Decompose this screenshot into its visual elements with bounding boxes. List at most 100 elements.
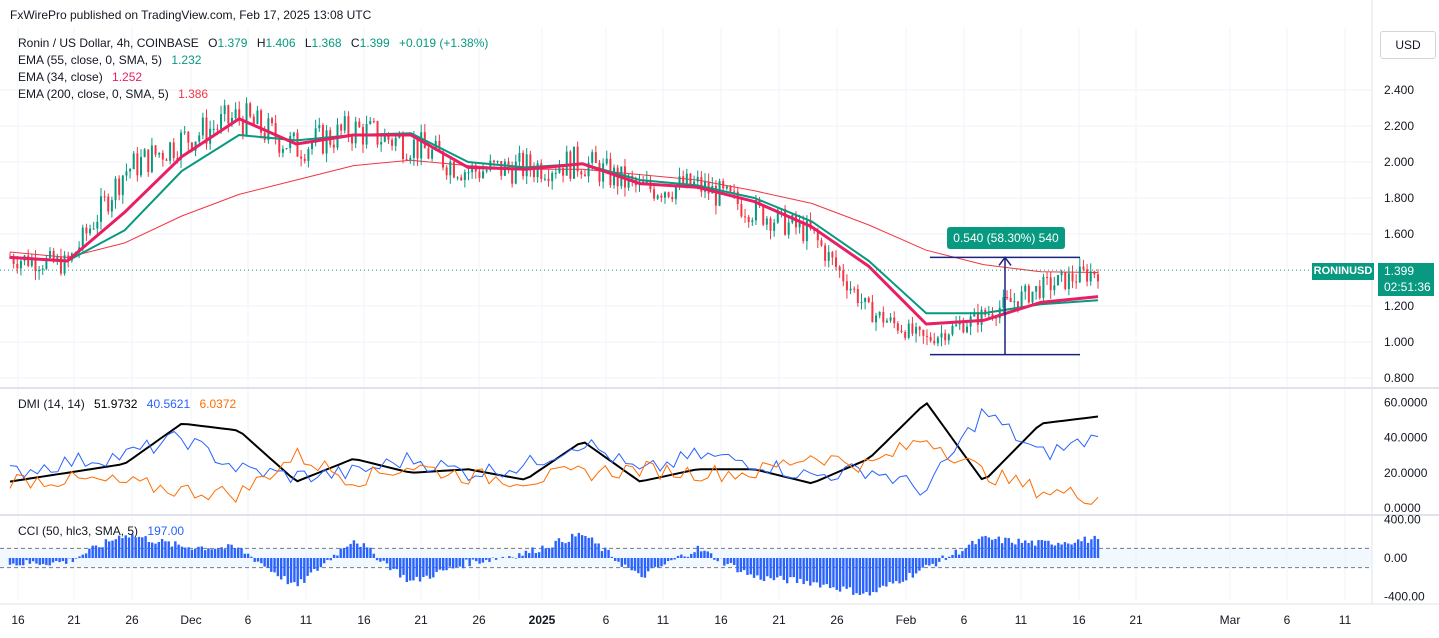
cci-bar: [243, 553, 246, 558]
cci-bar: [283, 558, 286, 577]
cci-bar: [713, 558, 716, 560]
cci-bar: [623, 558, 627, 565]
candle-body: [904, 332, 907, 338]
dmi-tick-label: 0.0000: [1384, 501, 1421, 515]
cci-bar: [561, 542, 564, 558]
cci-bar: [521, 555, 524, 558]
time-label: 26: [472, 613, 486, 627]
candle-body: [991, 313, 994, 318]
candle-body: [867, 297, 870, 303]
candle-body: [583, 174, 586, 177]
cci-bar: [223, 549, 227, 558]
dmi-scale-ticks: 60.0000 40.0000 20.0000 0.0000: [1384, 395, 1428, 515]
candle-body: [831, 252, 834, 258]
cci-bar: [650, 558, 653, 569]
cci-bar: [210, 549, 213, 558]
candle-body: [278, 139, 281, 153]
cci-bar: [554, 540, 557, 558]
cci-bar: [74, 558, 78, 559]
cci-bar: [336, 555, 339, 558]
candle-body: [281, 148, 284, 153]
time-label: 16: [357, 613, 371, 627]
cci-bar: [819, 558, 822, 588]
cci-bar: [967, 544, 971, 558]
time-label: 6: [1284, 613, 1291, 627]
dmi-plus-line: [9, 407, 1099, 496]
candle-body: [514, 161, 517, 184]
candle-body: [835, 257, 838, 267]
cci-bar: [686, 556, 690, 558]
cci-bar: [924, 558, 928, 565]
cci-bar: [858, 558, 862, 595]
candle-body: [522, 152, 525, 177]
candle-body: [103, 196, 106, 198]
symbol-title[interactable]: Ronin / US Dollar, 4h, COINBASE: [18, 36, 199, 50]
currency-button[interactable]: USD: [1380, 31, 1436, 59]
cci-bar: [656, 558, 660, 568]
cci-bar: [270, 558, 273, 572]
cci-bar: [947, 556, 951, 558]
cci-bar: [792, 558, 795, 578]
candle-body: [1027, 285, 1030, 303]
ema55-legend[interactable]: EMA (55, close, 0, SMA, 5) 1.232: [18, 53, 202, 67]
candle-body: [150, 145, 153, 172]
cci-bar: [1014, 544, 1017, 558]
cci-bar: [415, 558, 418, 577]
candle-body: [41, 268, 44, 270]
cci-bar: [957, 554, 961, 558]
cci-bar: [726, 558, 729, 565]
cci-bar: [1040, 540, 1043, 558]
cci-legend[interactable]: CCI (50, hlc3, SMA, 5) 197.00: [18, 524, 185, 538]
candle-body: [180, 132, 183, 160]
candle-body: [136, 153, 139, 176]
ema200-legend[interactable]: EMA (200, close, 0, SMA, 5) 1.386: [18, 87, 209, 101]
candle-body: [1064, 272, 1067, 289]
cci-bar: [389, 558, 392, 571]
cci-bar: [620, 558, 623, 567]
cci-bar: [733, 558, 736, 565]
time-label: 26: [125, 613, 139, 627]
price-tick-label: 1.600: [1384, 227, 1414, 241]
candle-body: [205, 117, 208, 144]
cci-bar: [71, 558, 75, 562]
cci-bar: [448, 558, 452, 567]
price-tick-label: 2.200: [1384, 119, 1414, 133]
cci-bar: [428, 558, 432, 579]
candle-body: [452, 161, 455, 178]
dmi-legend[interactable]: DMI (14, 14) 51.9732 40.5621 6.0372: [18, 397, 237, 411]
cci-bar: [670, 558, 673, 561]
measure-tool[interactable]: [930, 256, 1080, 356]
cci-bar: [78, 556, 81, 558]
ema34-polyline: [9, 117, 1099, 326]
cci-bar: [359, 546, 362, 558]
candle-body: [132, 153, 135, 170]
candle-body: [165, 159, 168, 161]
cci-bar: [18, 558, 22, 566]
candle-body: [980, 309, 983, 325]
price-tick-label: 2.400: [1384, 83, 1414, 97]
cci-bar: [683, 556, 686, 558]
cci-bar: [537, 552, 541, 558]
cci-bar: [352, 540, 356, 558]
candle-body: [674, 186, 677, 200]
cci-bar: [610, 556, 614, 558]
cci-bar: [782, 558, 786, 580]
cci-bar: [200, 546, 204, 558]
cci-bar: [217, 548, 220, 558]
cci-bar: [746, 558, 749, 575]
candle-body: [121, 175, 124, 195]
candle-body: [478, 171, 481, 179]
candle-body: [915, 326, 918, 334]
cci-bar: [895, 558, 898, 582]
ema34-legend[interactable]: EMA (34, close) 1.252: [18, 70, 143, 84]
cci-bar: [213, 548, 217, 558]
candle-body: [311, 142, 314, 150]
cci-bar: [494, 558, 498, 560]
symbol-price-tag: RONINUSD: [1312, 263, 1374, 280]
candle-body: [1024, 285, 1027, 292]
cci-bar: [51, 558, 55, 563]
cci-tick-label: -400.00: [1384, 590, 1425, 604]
candle-body: [52, 251, 55, 262]
cci-bar: [752, 558, 756, 578]
candle-body: [169, 142, 172, 161]
